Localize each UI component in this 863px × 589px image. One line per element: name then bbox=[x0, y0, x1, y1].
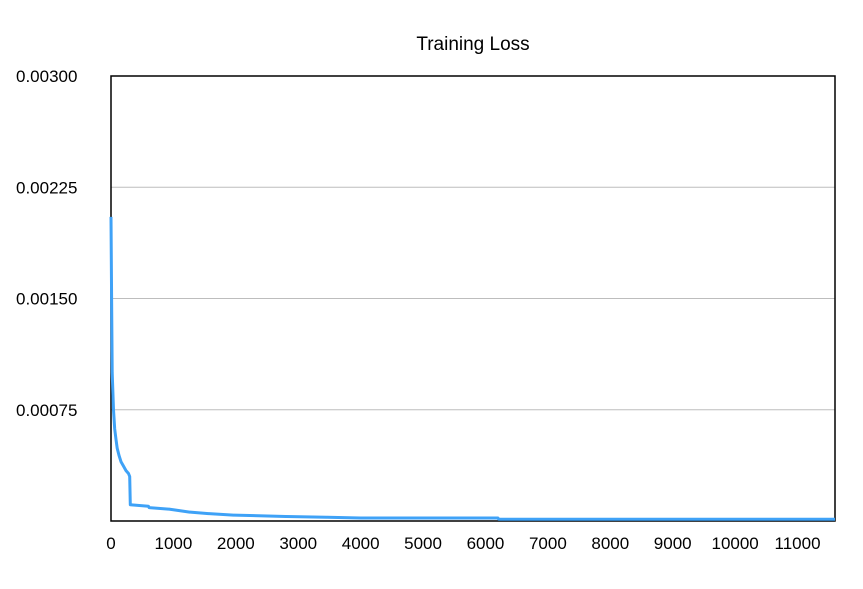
x-tick-label: 6000 bbox=[467, 534, 505, 553]
x-tick-label: 0 bbox=[106, 534, 115, 553]
y-tick-label: 0.00075 bbox=[16, 401, 77, 420]
x-axis-tick-labels: 0 1000 2000 3000 4000 5000 6000 7000 8000 9000 100… bbox=[106, 534, 820, 553]
x-tick-label: 10000 bbox=[711, 534, 758, 553]
x-tick-label: 9000 bbox=[654, 534, 692, 553]
x-tick-label: 11000 bbox=[775, 534, 821, 553]
x-tick-label: 8000 bbox=[591, 534, 629, 553]
grid-lines bbox=[111, 186, 835, 411]
y-tick-label: 0.00225 bbox=[16, 178, 77, 197]
y-tick-label: 0.00300 bbox=[16, 67, 77, 86]
x-tick-label: 2000 bbox=[217, 534, 255, 553]
x-tick-label: 5000 bbox=[404, 534, 442, 553]
series-line-training-loss bbox=[109, 216, 835, 521]
x-tick-label: 3000 bbox=[279, 534, 317, 553]
y-axis-tick-labels: 0.00300 0.00225 0.00150 0.00075 bbox=[16, 67, 77, 420]
x-tick-label: 4000 bbox=[342, 534, 380, 553]
x-tick-label: 7000 bbox=[529, 534, 567, 553]
y-tick-label: 0.00150 bbox=[16, 290, 77, 309]
chart-title: Training Loss bbox=[416, 34, 529, 55]
x-tick-label: 1000 bbox=[154, 534, 192, 553]
